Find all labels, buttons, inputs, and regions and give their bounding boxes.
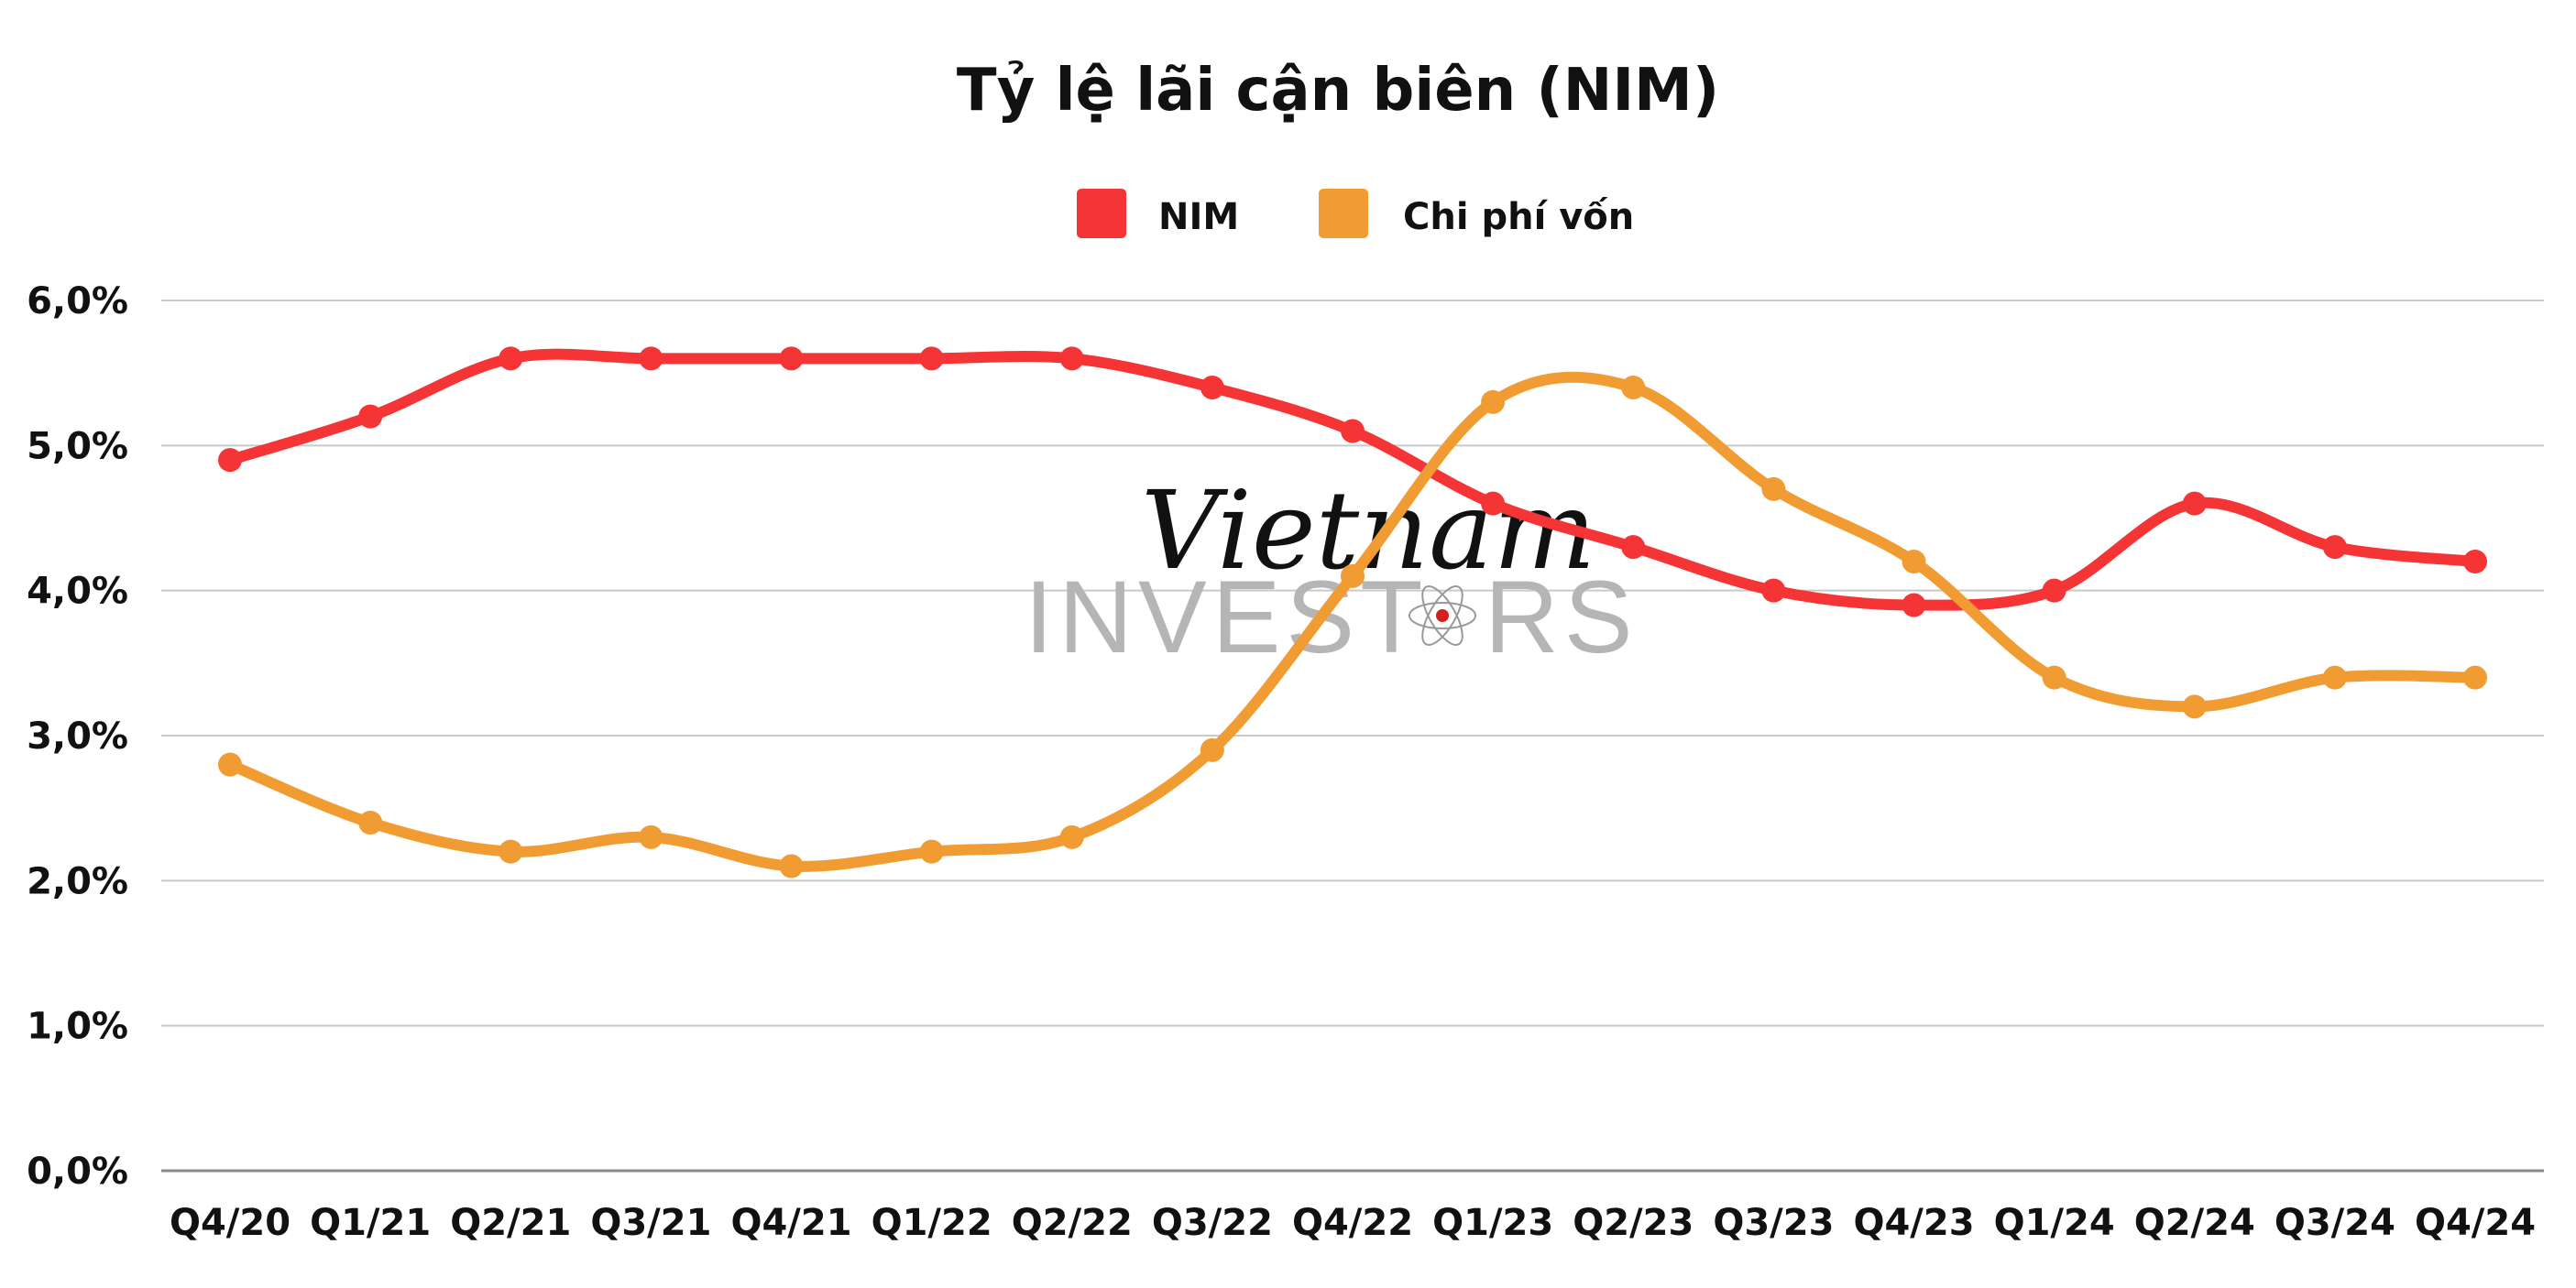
data-point	[1481, 389, 1506, 414]
gridlines	[161, 300, 2544, 1173]
data-point	[1200, 376, 1224, 399]
data-point	[1761, 578, 1786, 603]
watermark: Vietnam INVEST RS	[1025, 467, 1639, 674]
legend-swatch-chi-phi-von	[1319, 189, 1368, 238]
data-point	[218, 448, 242, 473]
legend-label-chi-phi-von: Chi phí vốn	[1403, 196, 1634, 238]
data-point	[1481, 491, 1506, 516]
x-tick-label: Q3/24	[2275, 1202, 2395, 1244]
chart-title: Tỷ lệ lãi cận biên (NIM)	[957, 57, 1719, 125]
data-point	[2463, 550, 2487, 573]
x-tick-label: Q1/24	[1994, 1202, 2115, 1244]
series-nim	[218, 346, 2487, 617]
x-tick-label: Q1/23	[1432, 1202, 1553, 1244]
data-point	[2182, 694, 2207, 719]
x-tick-label: Q4/24	[2415, 1202, 2536, 1244]
data-point	[2042, 578, 2066, 603]
data-point	[779, 346, 804, 371]
data-point	[919, 839, 944, 864]
x-tick-label: Q2/23	[1573, 1202, 1694, 1244]
data-point	[358, 811, 383, 835]
data-point	[499, 839, 523, 864]
data-point	[2182, 491, 2207, 516]
data-point	[639, 346, 663, 371]
x-tick-label: Q3/23	[1713, 1202, 1834, 1244]
x-tick-label: Q4/20	[170, 1202, 290, 1244]
data-point	[1621, 535, 1646, 560]
atom-logo-icon	[1409, 585, 1476, 646]
y-tick-label: 6,0%	[27, 280, 128, 322]
series-chi-phi-von	[218, 371, 2487, 879]
watermark-caps-right: RS	[1485, 560, 1639, 674]
legend-entry-nim: NIM	[1077, 189, 1239, 238]
data-point	[218, 752, 242, 777]
y-tick-label: 1,0%	[27, 1006, 128, 1048]
legend-label-nim: NIM	[1158, 196, 1239, 238]
data-point	[2463, 665, 2487, 690]
data-point	[2322, 665, 2347, 690]
data-point	[1902, 550, 1926, 573]
x-tick-label: Q1/22	[871, 1202, 992, 1244]
x-tick-label: Q4/21	[730, 1202, 851, 1244]
data-point	[499, 346, 523, 371]
data-point	[1200, 737, 1224, 762]
legend: NIM Chi phí vốn	[1077, 189, 1634, 238]
data-point	[1621, 376, 1646, 399]
data-point	[1902, 593, 1926, 617]
legend-swatch-nim	[1077, 189, 1126, 238]
data-point	[358, 404, 383, 429]
series-layer	[218, 346, 2487, 879]
x-tick-label: Q4/23	[1853, 1202, 1974, 1244]
legend-entry-chi-phi-von: Chi phí vốn	[1319, 189, 1634, 238]
y-tick-label: 2,0%	[27, 860, 128, 902]
data-point	[1761, 476, 1786, 501]
x-tick-label: Q2/21	[450, 1202, 571, 1244]
y-axis: 0,0% 1,0% 2,0% 3,0% 4,0% 5,0% 6,0%	[27, 280, 128, 1193]
x-axis: Q4/20 Q1/21 Q2/21 Q3/21 Q4/21 Q1/22 Q2/22 Q3/22…	[170, 1202, 2536, 1244]
data-point	[2322, 535, 2347, 560]
y-tick-label: 5,0%	[27, 425, 128, 467]
data-point	[2042, 665, 2066, 690]
watermark-caps-left: INVEST	[1025, 560, 1429, 674]
y-tick-label: 4,0%	[27, 571, 128, 613]
data-point	[779, 854, 804, 879]
data-point	[1059, 346, 1084, 371]
data-point	[1341, 563, 1365, 588]
x-tick-label: Q3/21	[590, 1202, 711, 1244]
data-point	[639, 824, 663, 849]
data-point	[919, 346, 944, 371]
data-point	[1341, 419, 1365, 443]
x-tick-label: Q4/22	[1292, 1202, 1413, 1244]
x-tick-label: Q2/22	[1012, 1202, 1133, 1244]
watermark-script: Vietnam	[1141, 467, 1595, 594]
x-tick-label: Q3/22	[1152, 1202, 1273, 1244]
x-tick-label: Q1/21	[310, 1202, 431, 1244]
data-point	[1059, 824, 1084, 849]
x-tick-label: Q2/24	[2134, 1202, 2255, 1244]
y-tick-label: 3,0%	[27, 715, 128, 758]
y-tick-label: 0,0%	[27, 1151, 128, 1193]
